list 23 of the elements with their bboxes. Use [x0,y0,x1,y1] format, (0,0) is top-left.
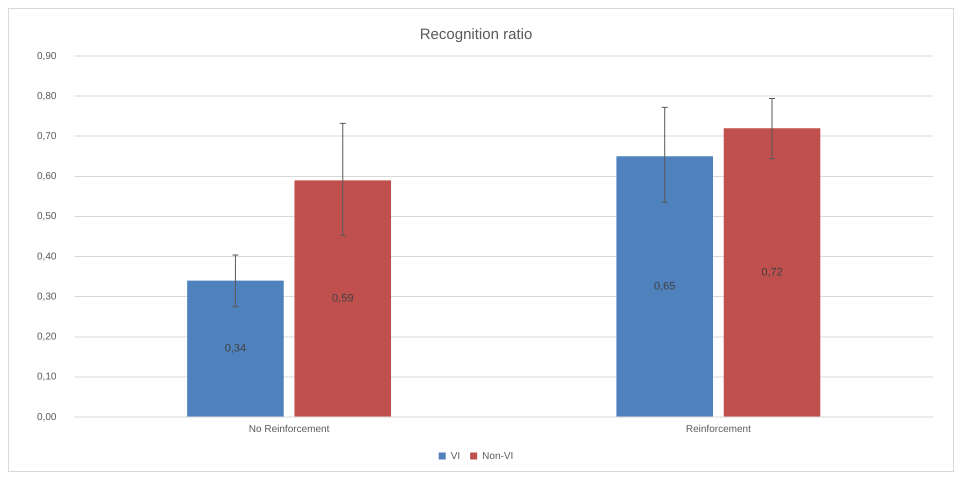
y-tick-label: 0,80 [36,90,57,102]
x-tick-label: Reinforcement [686,424,752,435]
bar [187,280,284,416]
legend-label: Non-VI [482,450,514,462]
bar [616,156,713,416]
y-tick-label: 0,20 [36,332,57,343]
data-label: 0,34 [224,342,246,355]
data-label: 0,72 [761,266,783,278]
bar [294,180,392,416]
y-tick-label: 0,50 [36,211,57,222]
y-tick-label: 0,10 [36,372,57,383]
bar [724,128,820,416]
y-tick-label: 0,30 [36,291,57,302]
y-tick-label: 0,60 [36,171,57,182]
chart-title: Recognition ratio [420,26,532,44]
data-label: 0,65 [654,280,676,292]
x-tick-label: No Reinforcement [248,424,330,435]
data-label: 0,59 [332,292,354,304]
y-tick-label: 0,70 [36,130,57,142]
legend-label: VI [450,450,460,462]
y-tick-label: 0,00 [36,412,57,423]
y-tick-label: 0,90 [36,50,57,62]
y-tick-label: 0,40 [36,251,57,262]
